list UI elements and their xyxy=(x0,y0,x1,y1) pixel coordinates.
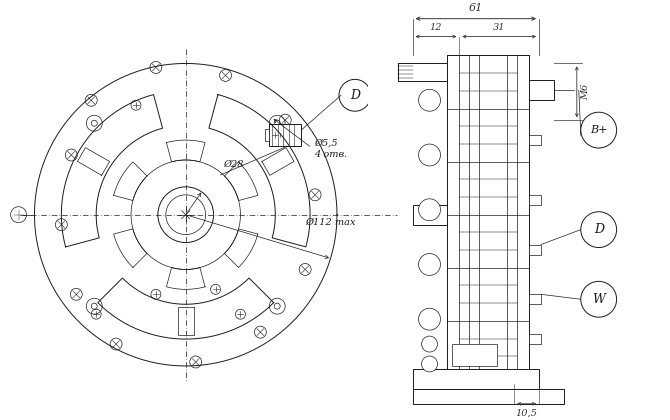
Text: Ø5,5: Ø5,5 xyxy=(314,139,338,148)
Bar xyxy=(529,195,541,205)
Circle shape xyxy=(419,89,440,111)
Circle shape xyxy=(419,199,440,220)
Circle shape xyxy=(581,112,616,148)
Bar xyxy=(413,205,448,225)
Bar xyxy=(448,55,529,374)
Circle shape xyxy=(581,212,616,247)
Text: Ø28: Ø28 xyxy=(224,160,244,169)
Text: 4 отв.: 4 отв. xyxy=(314,150,347,159)
Bar xyxy=(529,80,554,100)
Circle shape xyxy=(419,254,440,276)
Bar xyxy=(413,389,564,404)
Bar xyxy=(529,135,541,145)
Text: B+: B+ xyxy=(590,125,608,135)
Bar xyxy=(398,63,448,81)
Circle shape xyxy=(581,281,616,317)
Bar xyxy=(529,334,541,344)
Text: M6: M6 xyxy=(581,84,590,100)
Text: Ø112 max: Ø112 max xyxy=(305,218,356,227)
Text: 10,5: 10,5 xyxy=(516,409,537,418)
Circle shape xyxy=(421,356,438,372)
Bar xyxy=(269,124,302,146)
Circle shape xyxy=(339,79,371,111)
Bar xyxy=(529,244,541,255)
Circle shape xyxy=(421,336,438,352)
Circle shape xyxy=(419,144,440,166)
Bar xyxy=(413,369,539,389)
Text: 12: 12 xyxy=(429,23,442,32)
Bar xyxy=(452,344,497,366)
Text: 31: 31 xyxy=(493,23,505,32)
Circle shape xyxy=(419,308,440,330)
Text: W: W xyxy=(592,293,605,306)
Text: D: D xyxy=(594,223,604,236)
Text: 61: 61 xyxy=(469,3,483,13)
Bar xyxy=(265,129,269,141)
Bar xyxy=(368,45,636,420)
Text: D: D xyxy=(350,89,360,102)
Bar xyxy=(529,294,541,304)
